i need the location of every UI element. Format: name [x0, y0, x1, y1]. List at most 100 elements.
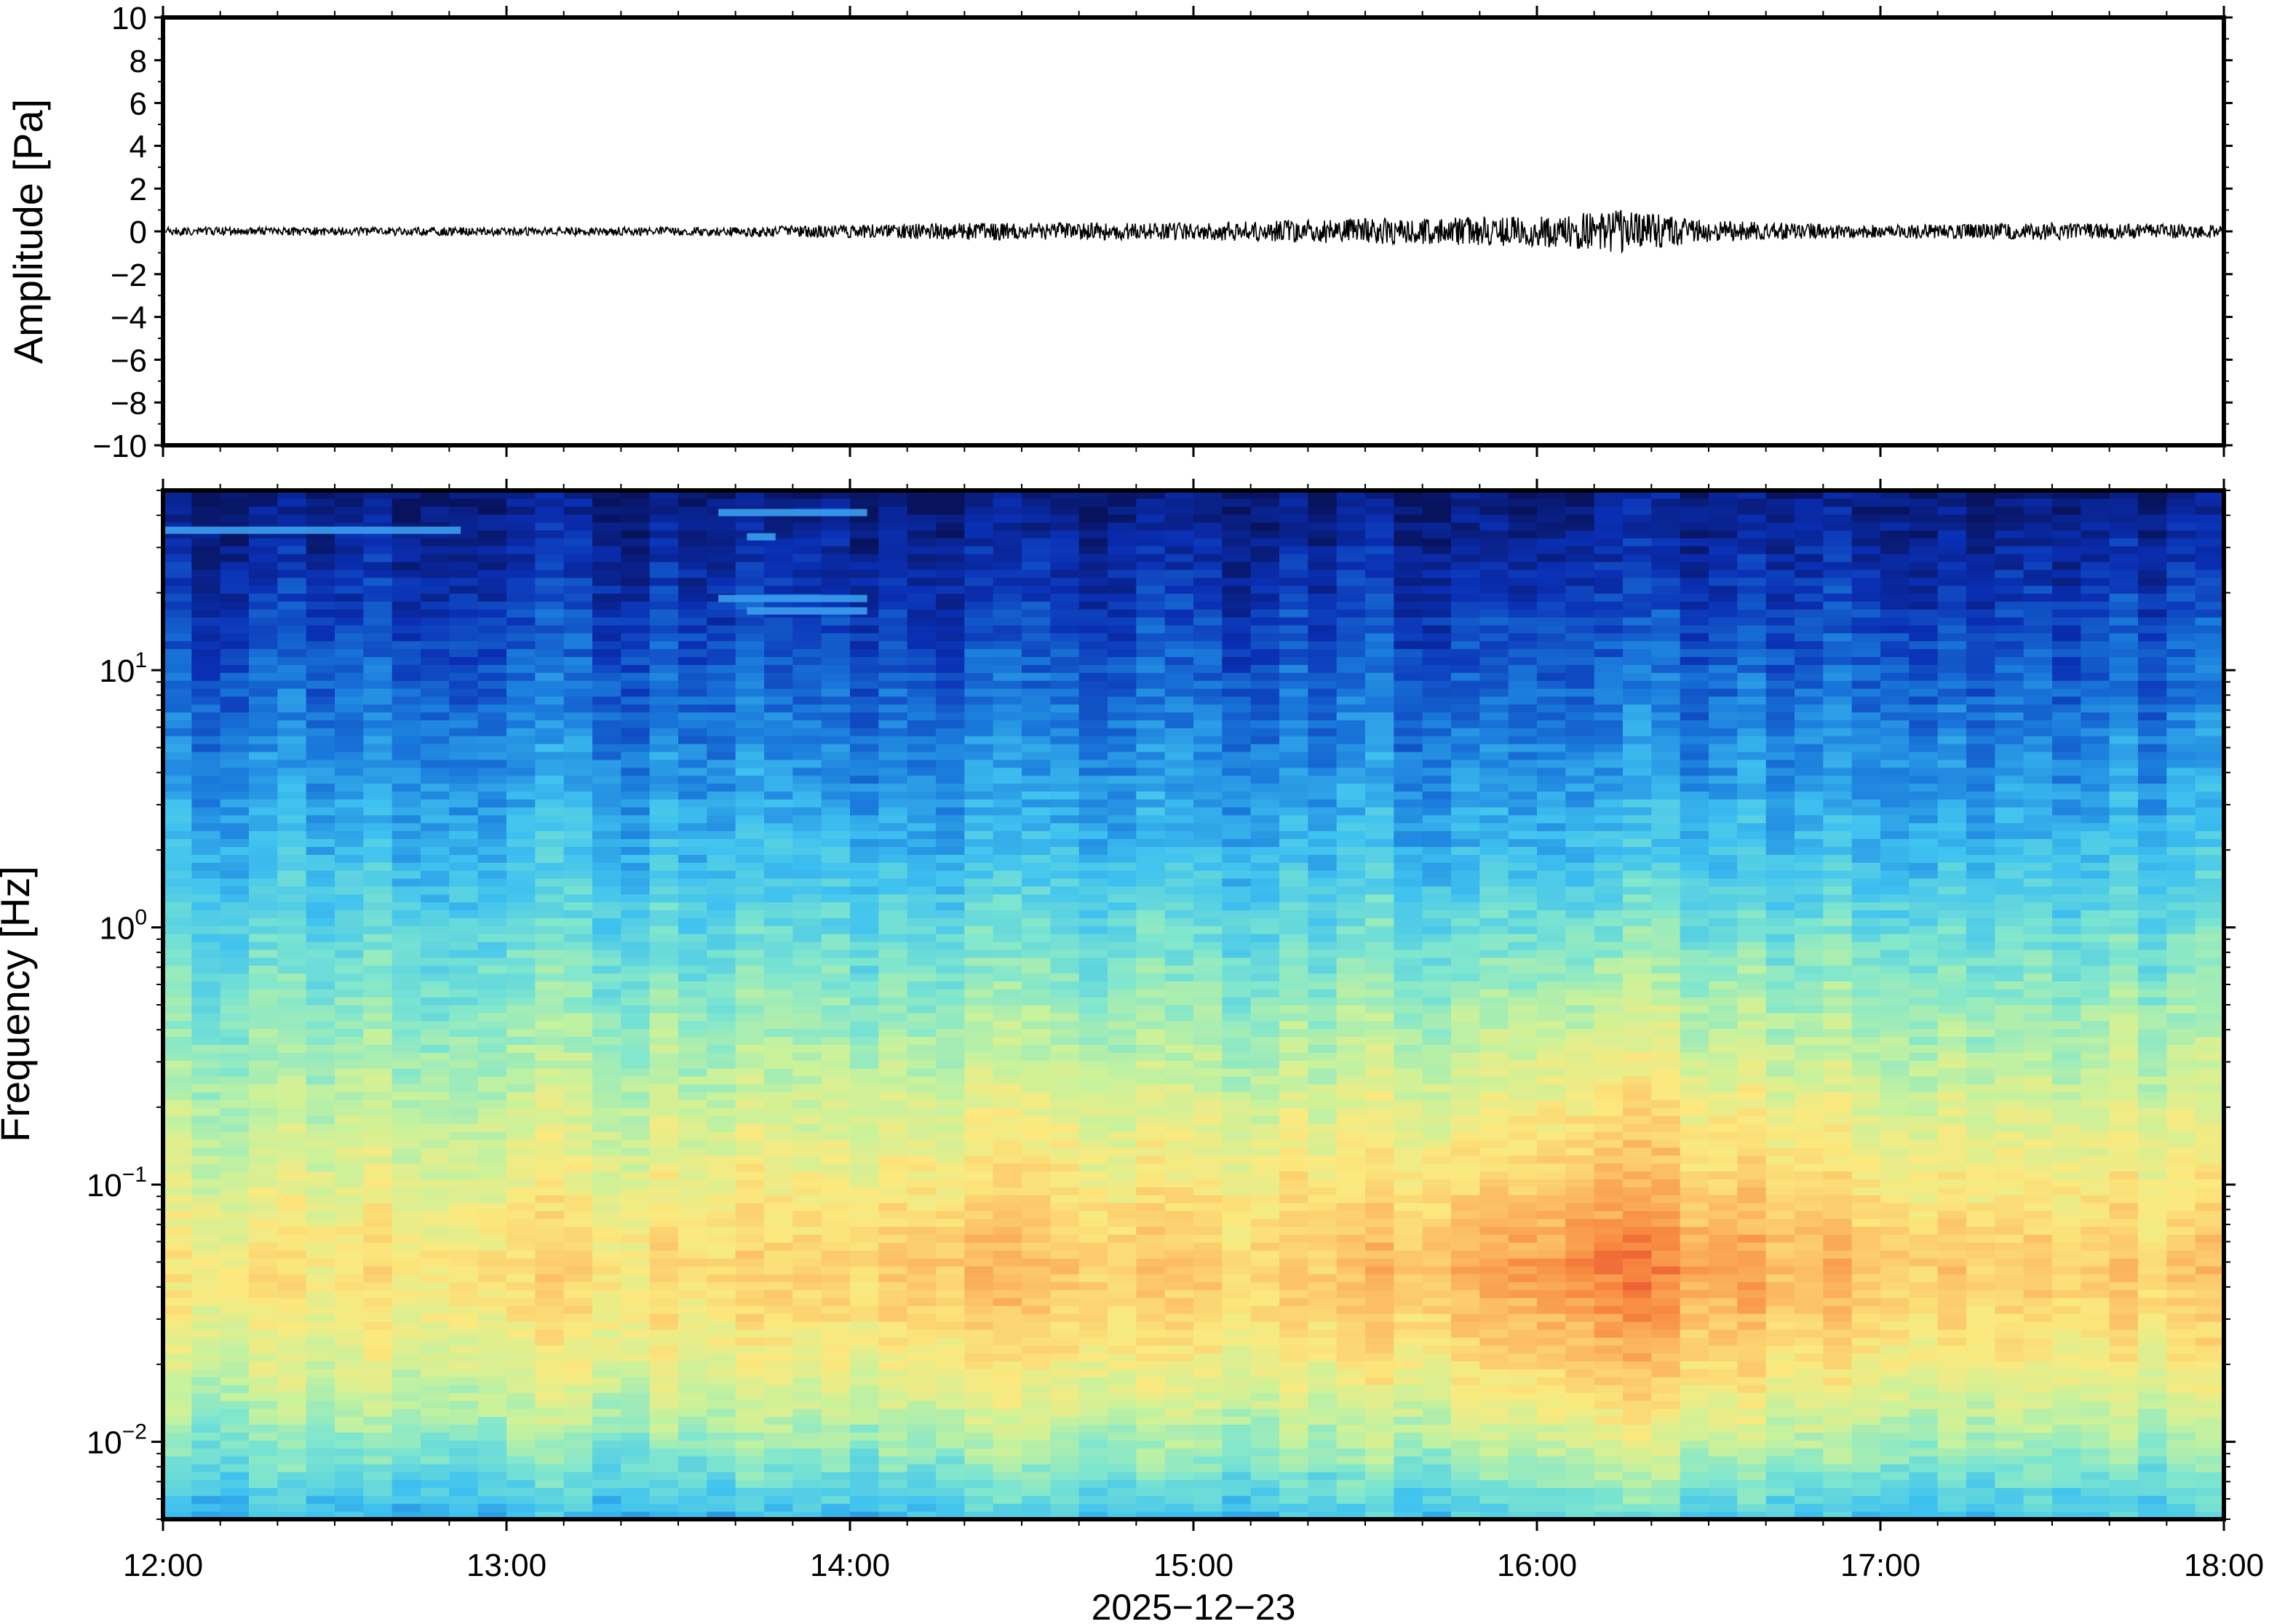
spectrogram-cell: [821, 490, 851, 499]
spectrogram-cell: [449, 640, 479, 650]
spectrogram-cell: [1136, 672, 1166, 681]
spectrogram-cell: [1136, 1369, 1166, 1377]
spectrogram-cell: [191, 909, 221, 918]
spectrogram-cell: [878, 1400, 908, 1409]
spectrogram-cell: [707, 1123, 736, 1132]
spectrogram-cell: [220, 490, 250, 499]
spectrogram-cell: [277, 1028, 307, 1038]
spectrogram-cell: [335, 656, 364, 665]
spectrogram-cell: [1108, 1115, 1137, 1124]
spectrogram-cell: [850, 846, 879, 855]
spectrogram-cell: [506, 648, 536, 658]
spectrogram-cell: [1222, 1218, 1252, 1227]
spectrogram-cell: [392, 870, 421, 879]
spectrogram-cell: [707, 1337, 736, 1346]
spectrogram-cell: [678, 538, 707, 546]
spectrogram-cell: [1108, 712, 1137, 721]
spectrogram-cell: [821, 1044, 851, 1053]
spectrogram-cell: [449, 1028, 479, 1038]
spectrogram-cell: [563, 1511, 593, 1520]
spectrogram-cell: [878, 712, 908, 721]
spectrogram-cell: [363, 1123, 393, 1132]
spectrogram-cell: [506, 870, 536, 879]
spectrogram-cell: [1050, 799, 1080, 808]
spectrogram-cell: [449, 1210, 479, 1219]
spectrogram-cell: [764, 1083, 793, 1093]
spectrogram-cell: [850, 1471, 879, 1481]
spectrogram-cell: [421, 1044, 450, 1053]
spectrogram-cell: [249, 601, 278, 610]
spectrogram-cell: [1193, 498, 1223, 507]
spectrogram-cell: [449, 1321, 479, 1330]
spectrogram-cell: [878, 554, 908, 562]
spectrogram-cell: [1050, 664, 1080, 673]
spectrogram-cell: [993, 648, 1022, 658]
spectrogram-cell: [563, 1471, 593, 1481]
spectrogram-cell: [363, 775, 393, 784]
spectrogram-cell: [1136, 997, 1166, 1006]
spectrogram-cell: [249, 957, 278, 966]
spectrogram-cell: [191, 807, 221, 816]
spectrogram-cell: [277, 870, 307, 879]
spectrogram-cell: [191, 1385, 221, 1393]
spectrogram-cell: [506, 1131, 536, 1140]
spectrogram-cell: [993, 1297, 1022, 1306]
spectrogram-cell: [220, 909, 250, 918]
spectrogram-cell: [363, 1297, 393, 1306]
spectrogram-cell: [964, 1075, 994, 1085]
spectrogram-cell: [964, 585, 994, 594]
spectrogram-cell: [678, 506, 707, 515]
spectrogram-cell: [821, 901, 851, 911]
spectrogram-cell: [477, 1424, 507, 1433]
spectrogram-cell: [421, 1115, 450, 1124]
spectrogram-cell: [878, 893, 908, 903]
spectrogram-cell: [449, 680, 479, 689]
spectrogram-cell: [449, 1068, 479, 1077]
spectrogram-cell: [792, 1503, 822, 1512]
spectrogram-cell: [1136, 1424, 1166, 1433]
spectrogram-cell: [306, 1060, 335, 1069]
spectrogram-cell: [1050, 1234, 1080, 1243]
spectrogram-cell: [277, 941, 307, 950]
spectrogram-cell: [163, 1012, 192, 1022]
spectrogram-cell: [678, 1036, 707, 1045]
spectrogram-cell: [1050, 688, 1080, 697]
spectrogram-cell: [1193, 1171, 1223, 1179]
spectrogram-cell: [363, 656, 393, 665]
spectrogram-cell: [936, 1107, 965, 1116]
spectrogram-cell: [363, 712, 393, 721]
spectrogram-cell: [649, 1424, 679, 1433]
spectrogram-cell: [163, 1329, 192, 1338]
spectrogram-cell: [649, 1075, 679, 1085]
spectrogram-cell: [850, 822, 879, 832]
spectrogram-cell: [878, 877, 908, 887]
spectrogram-cell: [907, 846, 937, 855]
spectrogram-cell: [993, 577, 1022, 586]
spectrogram-cell: [249, 759, 278, 768]
spectrogram-cell: [964, 1123, 994, 1132]
spectrogram-cell: [936, 1234, 965, 1243]
spectrogram-cell: [1136, 1044, 1166, 1053]
spectrogram-cell: [850, 909, 879, 918]
spectrogram-cell: [449, 885, 479, 895]
spectrogram-cell: [735, 1440, 765, 1449]
spectrogram-cell: [277, 1329, 307, 1338]
spectrogram-cell: [363, 1107, 393, 1116]
spectrogram-cell: [1164, 870, 1194, 879]
spectrogram-cell: [163, 1345, 192, 1354]
spectrogram-cell: [1164, 538, 1194, 546]
spectrogram-cell: [1164, 1273, 1194, 1283]
spectrogram-cell: [936, 1083, 965, 1093]
spectrogram-cell: [850, 893, 879, 903]
spectrogram-cell: [1136, 728, 1166, 736]
spectrogram-cell: [363, 1432, 393, 1441]
spectrogram-cell: [449, 720, 479, 728]
spectrogram-cell: [191, 601, 221, 610]
spectrogram-cell: [392, 1242, 421, 1251]
spectrogram-cell: [421, 1075, 450, 1085]
spectrogram-cell: [592, 1195, 621, 1203]
spectrogram-cell: [249, 949, 278, 958]
spectrogram-cell: [392, 1155, 421, 1164]
spectrogram-cell: [1136, 1329, 1166, 1338]
spectrogram-cell: [535, 704, 565, 713]
